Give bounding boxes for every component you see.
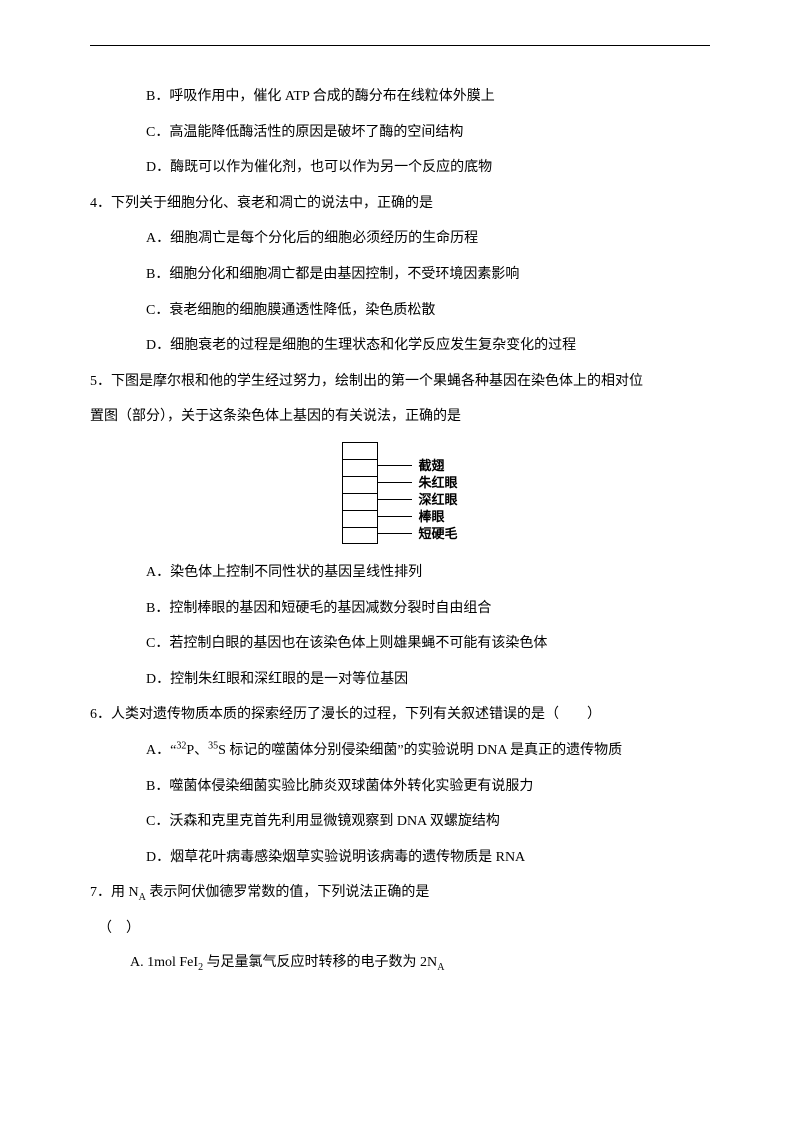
q5-option-c: C．若控制白眼的基因也在该染色体上则雄果蝇不可能有该染色体 (90, 627, 710, 661)
q4-option-d: D．细胞衰老的过程是细胞的生理状态和化学反应发生复杂变化的过程 (90, 329, 710, 363)
q6-option-d: D．烟草花叶病毒感染烟草实验说明该病毒的遗传物质是 RNA (90, 841, 710, 875)
q5-stem-line1: 5．下图是摩尔根和他的学生经过努力，绘制出的第一个果蝇各种基因在染色体上的相对位 (90, 365, 710, 399)
chromosome-ladder (342, 442, 378, 544)
q7-paren: （ ） (90, 912, 710, 946)
q3-option-b: B．呼吸作用中，催化 ATP 合成的酶分布在线粒体外膜上 (90, 80, 710, 114)
gene-label-3: 棒眼 (418, 510, 444, 523)
gene-labels: 截翅 朱红眼 深红眼 棒眼 短硬毛 (378, 442, 457, 542)
gene-label-1: 朱红眼 (418, 476, 457, 489)
q4-option-b: B．细胞分化和细胞凋亡都是由基因控制，不受环境因素影响 (90, 258, 710, 292)
gene-label-0: 截翅 (418, 459, 444, 472)
q5-option-b: B．控制棒眼的基因和短硬毛的基因减数分裂时自由组合 (90, 592, 710, 626)
q3-option-d: D．酶既可以作为催化剂，也可以作为另一个反应的底物 (90, 151, 710, 185)
q4-stem: 4．下列关于细胞分化、衰老和凋亡的说法中，正确的是 (90, 187, 710, 221)
q7-option-a: A. 1mol FeI2 与足量氯气反应时转移的电子数为 2NA (90, 946, 710, 980)
q5-option-d: D．控制朱红眼和深红眼的是一对等位基因 (90, 663, 710, 697)
q6-option-c: C．沃森和克里克首先利用显微镜观察到 DNA 双螺旋结构 (90, 805, 710, 839)
q3-option-c: C．高温能降低酶活性的原因是破坏了酶的空间结构 (90, 116, 710, 150)
gene-label-2: 深红眼 (418, 493, 457, 506)
q6-option-a: A．“32P、35S 标记的噬菌体分别侵染细菌”的实验说明 DNA 是真正的遗传… (90, 734, 710, 768)
q4-option-a: A．细胞凋亡是每个分化后的细胞必须经历的生命历程 (90, 222, 710, 256)
gene-label-4: 短硬毛 (418, 527, 457, 540)
chromosome-diagram: 截翅 朱红眼 深红眼 棒眼 短硬毛 (90, 442, 710, 544)
q5-option-a: A．染色体上控制不同性状的基因呈线性排列 (90, 556, 710, 590)
q4-option-c: C．衰老细胞的细胞膜通透性降低，染色质松散 (90, 294, 710, 328)
header-rule (90, 45, 710, 46)
q6-stem: 6．人类对遗传物质本质的探索经历了漫长的过程，下列有关叙述错误的是（ ） (90, 698, 710, 732)
q7-stem: 7．用 NA 表示阿伏伽德罗常数的值，下列说法正确的是 (90, 876, 710, 910)
q5-stem-line2: 置图（部分），关于这条染色体上基因的有关说法，正确的是 (90, 400, 710, 434)
q6-option-b: B．噬菌体侵染细菌实验比肺炎双球菌体外转化实验更有说服力 (90, 770, 710, 804)
